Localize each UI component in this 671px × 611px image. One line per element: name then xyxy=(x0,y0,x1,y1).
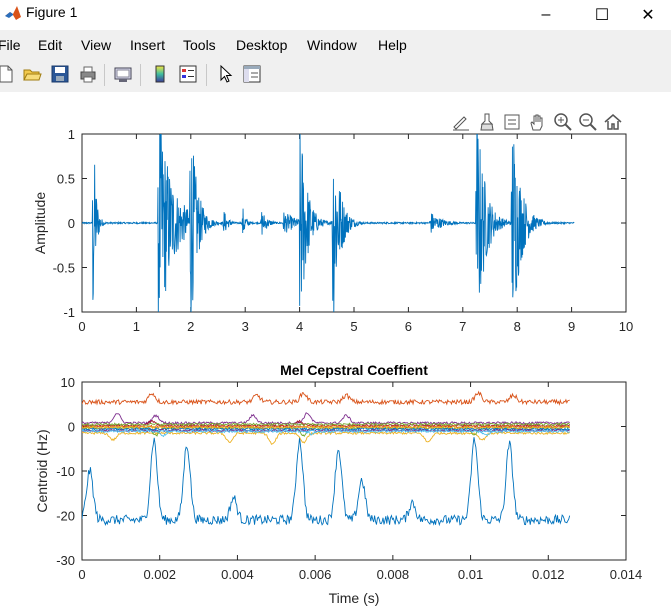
zoom-out-icon[interactable] xyxy=(578,112,598,132)
maximize-button[interactable]: ☐ xyxy=(594,7,610,24)
menu-bar: File Edit View Insert Tools Desktop Wind… xyxy=(0,34,671,56)
open-file-icon[interactable] xyxy=(22,64,42,84)
x-tick-label: 0.01 xyxy=(458,567,483,582)
waveform-series-line xyxy=(82,134,575,312)
y-tick-label: 0 xyxy=(68,420,75,435)
toolbar-separator xyxy=(104,64,105,86)
x-tick-label: 6 xyxy=(405,319,412,334)
pointer-icon[interactable] xyxy=(216,64,236,84)
mfcc-series-line xyxy=(82,429,570,434)
mfcc-series-line xyxy=(82,425,571,430)
x-tick-label: 7 xyxy=(459,319,466,334)
mfcc-series-line xyxy=(82,437,571,527)
x-tick-label: 0 xyxy=(78,567,85,582)
x-tick-label: 0.012 xyxy=(532,567,565,582)
matlab-logo-icon xyxy=(5,6,21,20)
plots-svg: 0 1 2 3 4 5 6 7 8 9 10 1 0.5 0 -0.5 -1 Amplitude 0 0.002… xyxy=(32,127,642,606)
y-tick-label: 1 xyxy=(68,127,75,142)
print-icon[interactable] xyxy=(78,64,98,84)
data-tips-icon[interactable] xyxy=(502,112,522,132)
x-tick-label: 2 xyxy=(187,319,194,334)
menu-edit[interactable]: Edit xyxy=(38,37,63,53)
y-tick-label: 0.5 xyxy=(57,172,75,187)
mfcc-series-line xyxy=(82,412,570,426)
property-inspector-icon[interactable] xyxy=(242,64,262,84)
title-bar: Figure 1 – ☐ ✕ xyxy=(0,0,671,30)
home-icon[interactable] xyxy=(603,112,623,132)
x-tick-label: 8 xyxy=(514,319,521,334)
save-icon[interactable] xyxy=(50,64,70,84)
mfcc-axes-box xyxy=(81,381,627,561)
menu-desktop[interactable]: Desktop xyxy=(236,37,288,53)
x-tick-label: 4 xyxy=(296,319,303,334)
edit-plot-icon[interactable] xyxy=(451,112,471,132)
mfcc-series-line xyxy=(82,431,570,445)
menu-help[interactable]: Help xyxy=(378,37,407,53)
mfcc-series-line xyxy=(82,422,571,427)
x-tick-label: 0.008 xyxy=(377,567,410,582)
x-tick-label: 0 xyxy=(78,319,85,334)
mfcc-axes[interactable]: 0 0.002 0.004 0.006 0.008 0.01 0.012 0.014 10 0 -1… xyxy=(34,362,642,606)
x-tick-label: 0.002 xyxy=(143,567,176,582)
colorbar-icon[interactable] xyxy=(150,64,170,84)
zoom-in-icon[interactable] xyxy=(553,112,573,132)
waveform-ylabel: Amplitude xyxy=(32,192,48,254)
menu-view[interactable]: View xyxy=(81,37,112,53)
mfcc-series-line xyxy=(82,427,570,438)
mfcc-series-line xyxy=(82,419,571,428)
y-tick-label: -0.5 xyxy=(53,261,75,276)
mfcc-series-line xyxy=(82,426,570,431)
x-tick-label: 10 xyxy=(619,319,633,334)
link-plot-icon[interactable] xyxy=(113,64,133,84)
legend-icon[interactable] xyxy=(178,64,198,84)
mfcc-title: Mel Cepstral Coeffient xyxy=(280,362,428,378)
mfcc-series-line xyxy=(82,390,570,406)
y-tick-label: -30 xyxy=(56,553,75,568)
menu-window[interactable]: Window xyxy=(307,37,357,53)
y-tick-label: 0 xyxy=(68,216,75,231)
x-tick-label: 0.014 xyxy=(610,567,643,582)
brush-icon[interactable] xyxy=(477,112,497,132)
mfcc-ylabel: Centroid (Hz) xyxy=(34,429,50,512)
x-tick-label: 5 xyxy=(350,319,357,334)
menu-file[interactable]: File xyxy=(0,37,21,53)
y-tick-label: -1 xyxy=(63,305,75,320)
y-tick-label: -20 xyxy=(56,509,75,524)
window-title: Figure 1 xyxy=(26,4,78,20)
minimize-button[interactable]: – xyxy=(541,6,551,23)
pan-hand-icon[interactable] xyxy=(527,112,547,132)
close-button[interactable]: ✕ xyxy=(641,7,655,24)
figure-toolbar xyxy=(0,58,671,90)
x-tick-label: 1 xyxy=(133,319,140,334)
mfcc-xlabel: Time (s) xyxy=(329,590,380,606)
x-tick-label: 9 xyxy=(568,319,575,334)
toolbar-separator xyxy=(206,64,207,86)
new-figure-icon[interactable] xyxy=(0,64,16,84)
y-tick-label: 10 xyxy=(61,375,75,390)
y-tick-label: -10 xyxy=(56,464,75,479)
menu-insert[interactable]: Insert xyxy=(130,37,166,53)
x-tick-label: 0.006 xyxy=(299,567,332,582)
toolbar-separator xyxy=(140,64,141,86)
x-tick-label: 3 xyxy=(242,319,249,334)
waveform-axes[interactable]: 0 1 2 3 4 5 6 7 8 9 10 1 0.5 0 -0.5 -1 Amplitude xyxy=(32,127,633,334)
x-tick-label: 0.004 xyxy=(221,567,254,582)
menu-tools[interactable]: Tools xyxy=(183,37,216,53)
figure-canvas: 0 1 2 3 4 5 6 7 8 9 10 1 0.5 0 -0.5 -1 Amplitude 0 0.002… xyxy=(0,92,671,611)
